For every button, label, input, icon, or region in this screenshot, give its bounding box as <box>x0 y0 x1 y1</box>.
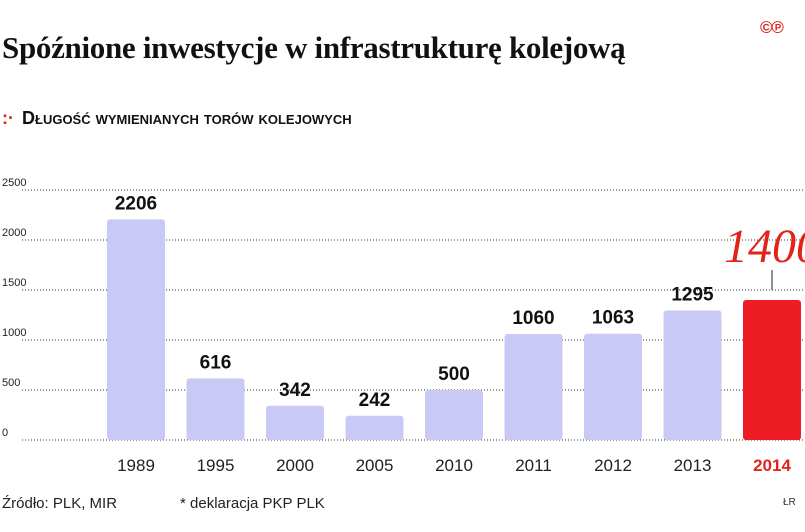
bar <box>743 300 801 440</box>
subtitle-marker-icon: :· <box>2 108 14 128</box>
y-tick-label: 1000 <box>2 327 26 339</box>
author-signature: ŁR <box>783 497 796 508</box>
chart-subtitle: Długość wymienianych torów kolejowych <box>22 108 352 128</box>
data-label: 616 <box>200 352 232 373</box>
bar <box>345 415 404 440</box>
bar <box>425 390 483 440</box>
y-tick-label: 0 <box>2 427 8 439</box>
bar <box>504 334 563 440</box>
x-tick-label: 1995 <box>197 456 235 475</box>
bar <box>266 405 324 440</box>
source-note: Źródło: PLK, MIR <box>2 495 118 512</box>
bar <box>186 378 245 440</box>
y-tick-label: 1500 <box>2 277 26 289</box>
footnote: * deklaracja PKP PLK <box>180 495 325 512</box>
bar <box>107 219 165 440</box>
bar-chart: 0 500 1000 1500 2000 2500 2206 1989 616 1995 342 20… <box>2 177 805 475</box>
bar <box>663 310 722 440</box>
data-label: 1400 <box>724 220 805 273</box>
copyright-logo: ©℗ <box>760 18 784 37</box>
chart-title: Spóźnione inwestycje w infrastrukturę ko… <box>2 30 626 65</box>
x-tick-label: 1989 <box>117 456 155 475</box>
x-tick-label: 2012 <box>594 456 632 475</box>
y-tick-label: 500 <box>2 377 20 389</box>
data-label: 1060 <box>512 308 554 329</box>
x-tick-label: 2010 <box>435 456 473 475</box>
y-tick-label: 2500 <box>2 177 26 189</box>
data-label: 2206 <box>115 193 157 214</box>
x-tick-label: 2005 <box>356 456 394 475</box>
data-label: 1295 <box>671 285 714 306</box>
data-label: 1063 <box>592 308 634 329</box>
data-label: 342 <box>279 380 311 401</box>
y-tick-label: 2000 <box>2 227 26 239</box>
bar <box>584 333 642 440</box>
data-label: 500 <box>438 364 470 385</box>
x-tick-label: 2000 <box>276 456 314 475</box>
data-label: 242 <box>359 390 391 411</box>
x-tick-label: 2014 <box>753 456 791 475</box>
x-tick-label: 2013 <box>674 456 712 475</box>
x-tick-label: 2011 <box>515 456 552 475</box>
